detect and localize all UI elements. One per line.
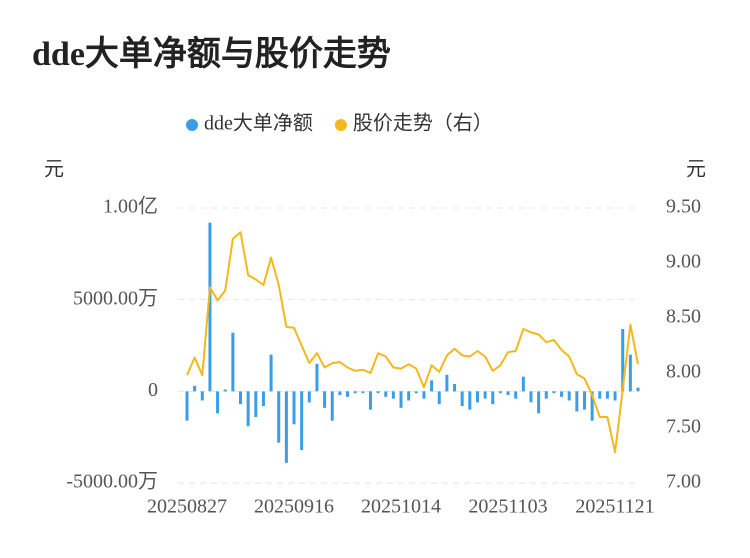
bar	[391, 391, 395, 399]
bar	[437, 391, 441, 405]
bar	[567, 391, 571, 401]
bar	[261, 391, 265, 406]
legend-label: 股价走势（右）	[353, 112, 493, 135]
y-tick-label: 0	[148, 379, 158, 401]
bar	[498, 391, 502, 394]
bar	[323, 391, 327, 408]
bar	[460, 391, 464, 406]
bar	[315, 363, 319, 392]
bar	[338, 391, 342, 395]
bar	[575, 391, 579, 412]
y-tick-label: 1.00亿	[103, 195, 158, 218]
bar	[475, 391, 479, 403]
bar	[590, 391, 594, 421]
x-tick-label: 20251014	[361, 496, 441, 518]
bar	[284, 391, 288, 463]
bar	[582, 391, 586, 410]
legend-marker	[186, 119, 198, 131]
bar	[628, 354, 632, 392]
bar	[468, 391, 472, 410]
bar	[636, 387, 640, 392]
y2-axis-label: 元	[686, 159, 706, 181]
bar	[223, 389, 227, 392]
price-line	[186, 231, 639, 454]
bar	[346, 391, 350, 397]
bar	[330, 391, 334, 421]
bar	[399, 391, 403, 408]
bar	[254, 391, 258, 417]
x-tick-label: 20250827	[147, 496, 227, 518]
bar	[239, 391, 243, 405]
bar	[430, 380, 434, 392]
bar	[307, 391, 311, 403]
bar	[384, 391, 388, 397]
x-tick-label: 20250916	[254, 496, 334, 518]
bar	[483, 391, 487, 399]
bar	[544, 391, 548, 399]
y2-tick-label: 7.50	[666, 416, 701, 438]
y-tick-label: 5000.00万	[73, 287, 158, 309]
bar	[407, 391, 411, 401]
y-tick-label: -5000.00万	[66, 471, 158, 493]
bar	[537, 391, 541, 414]
x-tick-label: 20251103	[468, 496, 547, 518]
bar	[560, 391, 564, 397]
bar	[246, 391, 250, 427]
bar	[300, 391, 304, 450]
bar	[598, 391, 602, 399]
bar	[514, 391, 518, 399]
bar	[453, 384, 457, 392]
bar	[414, 391, 418, 394]
bar	[277, 391, 281, 443]
bar	[422, 391, 426, 399]
bar	[613, 391, 617, 401]
legend-marker	[334, 119, 347, 131]
bar	[376, 391, 380, 394]
chart-title: dde大单净额与股价走势	[32, 35, 391, 73]
bar	[506, 391, 510, 395]
bar	[621, 329, 625, 392]
legend: dde大单净额 股价走势（右）	[186, 112, 493, 135]
y2-tick-label: 8.50	[666, 306, 701, 328]
bar	[491, 391, 495, 405]
y2-tick-label: 9.50	[666, 196, 701, 218]
y2-tick-label: 7.00	[666, 471, 701, 493]
bar	[529, 391, 533, 403]
bar	[208, 222, 212, 392]
y-axis-label: 元	[44, 159, 64, 181]
bar	[269, 354, 273, 392]
bar	[231, 332, 235, 392]
y2-tick-label: 9.00	[666, 251, 701, 273]
bar	[445, 374, 449, 392]
bar	[605, 391, 609, 399]
y2-tick-label: 8.00	[666, 361, 701, 383]
bar	[521, 376, 525, 392]
legend-label: dde大单净额	[204, 112, 313, 135]
bar	[368, 391, 372, 410]
bar	[200, 391, 204, 401]
bar	[353, 391, 357, 394]
bar	[292, 391, 296, 425]
bar	[216, 391, 220, 414]
bar	[193, 385, 197, 392]
x-tick-label: 20251121	[575, 496, 654, 518]
bar	[552, 391, 556, 394]
bar	[185, 391, 189, 421]
bar	[361, 391, 365, 394]
